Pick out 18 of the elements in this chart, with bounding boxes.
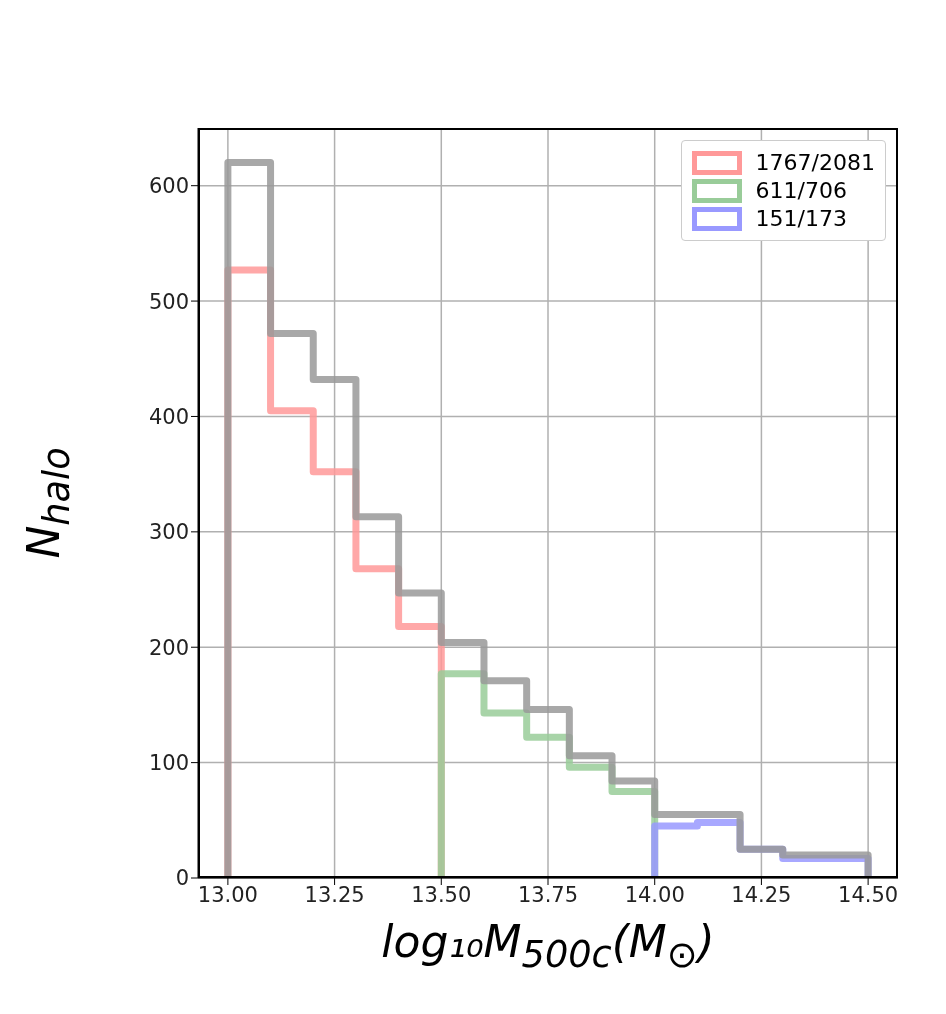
x-tick-label: 14.25 (731, 882, 792, 907)
y-tick-label: 600 (148, 174, 189, 199)
x-tick-label: 14.50 (838, 882, 899, 907)
legend-label: 1767/2081 (755, 150, 875, 175)
legend-label: 151/173 (755, 206, 848, 231)
x-tick-label: 13.25 (304, 882, 365, 907)
x-tick-label: 13.50 (411, 882, 472, 907)
x-tick-label: 14.00 (624, 882, 685, 907)
y-tick-label: 200 (148, 635, 189, 660)
x-tick-label: 13.75 (517, 882, 579, 907)
y-tick-label: 100 (148, 751, 189, 776)
x-axis-title: log₁₀M$_{500c}$(M$_{⊙}$) (380, 916, 716, 976)
y-tick-label: 300 (148, 520, 189, 545)
x-tick-label: 13.00 (197, 882, 258, 907)
legend-label: 611/706 (755, 178, 848, 203)
y-tick-label: 0 (175, 866, 189, 891)
y-tick-label: 500 (148, 289, 189, 314)
y-tick-label: 400 (148, 404, 189, 429)
